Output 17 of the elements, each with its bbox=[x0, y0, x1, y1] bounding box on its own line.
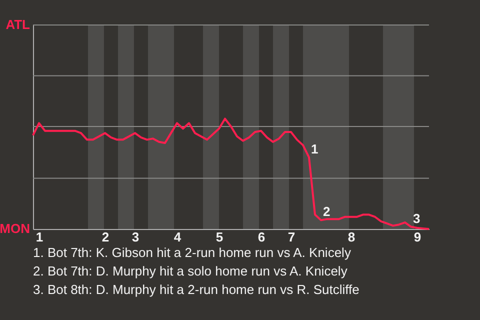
annotation: 3 bbox=[413, 210, 420, 226]
annotation: 2 bbox=[323, 204, 330, 220]
text: 3. Bot 8th: D. Murphy hit a 2-run home run vs R. Sutcliffe bbox=[33, 282, 360, 297]
text: 2. Bot 7th: D. Murphy hit a solo home run vs A. Knicely bbox=[33, 264, 348, 278]
text: ATL bbox=[6, 17, 30, 32]
x-tick-label: 6 bbox=[258, 230, 266, 244]
text: 1. Bot 7th: K. Gibson hit a 2-run home run vs A. Knicely bbox=[33, 245, 352, 260]
x-tick-label: 9 bbox=[414, 230, 422, 244]
x-tick-label: 3 bbox=[132, 230, 140, 244]
x-tick-label: 2 bbox=[102, 230, 110, 244]
x-tick-label: 8 bbox=[348, 230, 356, 244]
text: MON bbox=[0, 221, 30, 236]
x-tick-label: 4 bbox=[174, 230, 182, 244]
x-tick-label: 1 bbox=[36, 230, 44, 244]
x-tick-label: 7 bbox=[288, 230, 296, 244]
annotation: 1 bbox=[311, 141, 318, 156]
x-tick-label: 5 bbox=[216, 230, 224, 244]
